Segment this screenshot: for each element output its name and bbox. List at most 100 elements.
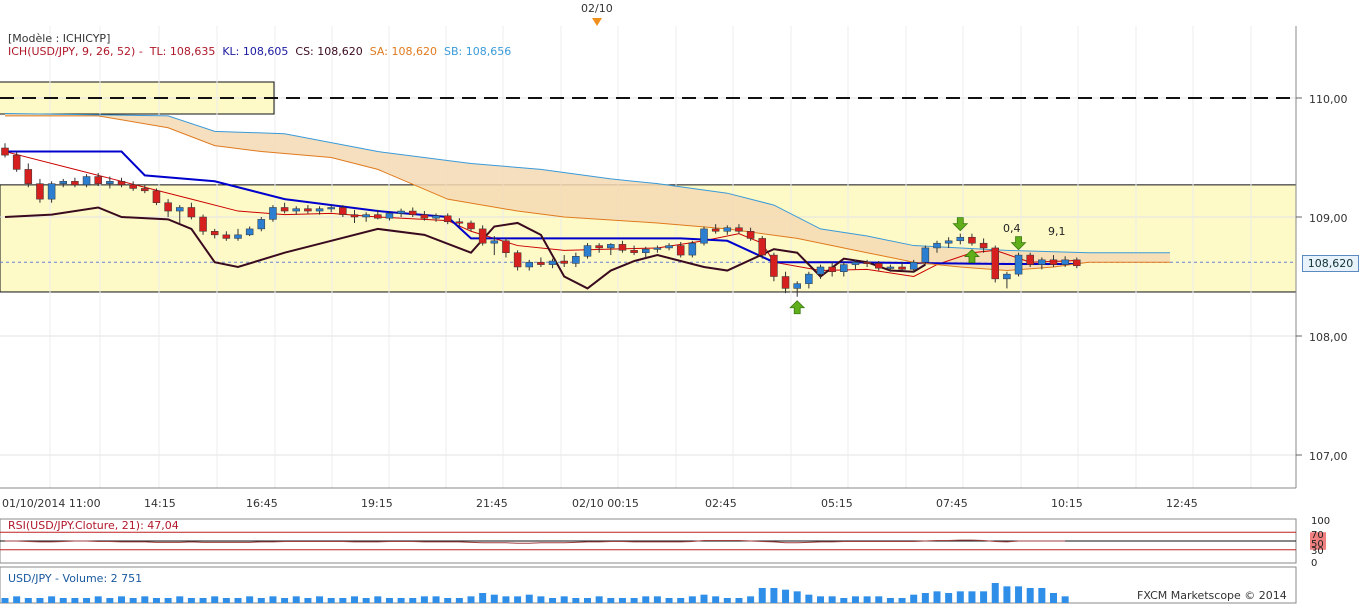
volume-bar [187,598,195,603]
volume-bar [385,598,393,603]
candle [304,208,312,212]
candle [572,256,580,264]
top-date-marker: 02/10 [581,2,613,15]
volume-bar [595,596,603,603]
y-tick-label: 108,00 [1309,331,1348,344]
volume-bar [828,596,836,603]
candle [723,227,732,232]
volume-bar [665,598,673,603]
x-tick-label: 02/10 00:15 [572,497,639,510]
candle [71,181,79,186]
volume-bar [13,596,21,603]
candle [222,234,231,239]
date-marker-arrow-icon[interactable] [592,18,602,26]
candle [1073,259,1081,267]
candle [490,240,499,244]
candle [187,207,196,218]
candle [676,245,685,256]
candle [607,244,615,249]
candle [537,261,545,265]
candle [47,183,56,200]
x-tick-label: 16:45 [246,497,278,510]
candle [979,242,988,249]
candle [618,244,627,251]
volume-bar [304,598,312,603]
volume-bar [362,598,370,603]
candle [735,227,743,232]
volume-bar [327,598,335,603]
volume-bar [525,594,533,603]
volume-bar [129,598,137,603]
rsi-tick-label: 100 [1311,516,1331,527]
candle [443,215,452,223]
signal-arrow-up-icon [963,248,980,263]
candle [944,240,953,244]
candle [653,247,662,250]
volume-bar [747,596,755,603]
signal-arrow-down-icon [1010,236,1027,251]
legend-sb: SB: 108,656 [443,45,512,58]
candle [176,207,184,212]
candle [525,261,533,268]
signal-label: 0,4 [1003,222,1021,235]
x-tick-label: 19:15 [361,497,393,510]
volume-bar [502,596,510,603]
candle [117,181,126,186]
volume-bar [653,596,661,603]
rsi-tick-label: 70 [1311,530,1324,541]
volume-bar [910,594,918,603]
volume-bar [642,596,650,603]
model-label: [Modèle : ICHICYP] [8,32,111,45]
volume-bar [118,596,125,603]
candle [688,242,697,256]
volume-bar [24,598,32,603]
volume-bar [758,588,766,603]
candle [269,207,277,220]
volume-bar [48,596,56,603]
current-price-label: 108,620 [1302,255,1359,272]
volume-bar [141,596,149,603]
volume-bar [851,596,859,603]
candle [420,214,429,219]
candle [1026,254,1034,265]
candle [560,260,568,264]
x-tick-label: 14:15 [144,497,176,510]
candle [141,188,149,192]
x-tick-label: 01/10/2014 11:00 [2,497,101,510]
candle [642,248,650,253]
volume-bar [991,583,999,603]
candle [362,214,370,218]
candle [933,242,941,249]
x-tick-label: 07:45 [936,497,968,510]
x-tick-label: 12:45 [1166,497,1198,510]
volume-bar [222,598,230,603]
volume-bar [36,598,44,603]
candle [898,266,906,270]
candle [432,215,440,219]
volume-bar [886,598,894,603]
volume-bar [840,598,848,603]
candle [968,236,976,244]
volume-bar [94,596,102,603]
volume-bar [479,593,487,603]
volume-bar [817,596,824,603]
candle [548,260,557,265]
volume-bar [199,598,207,603]
volume-bar [351,596,358,603]
candle [199,216,207,232]
volume-bar [420,596,428,603]
legend-cs: CS: 108,620 [295,45,363,58]
volume-bar [292,596,300,603]
rsi-tick-label: 30 [1311,546,1324,557]
candle [245,228,254,236]
volume-bar [152,598,160,603]
line-sa [5,115,1170,272]
candle [513,252,522,268]
volume-bar [59,598,67,603]
x-tick-label: 21:45 [476,497,508,510]
volume-bar [863,596,871,603]
volume-bar [176,596,184,603]
candle [840,264,848,272]
candle [711,228,720,232]
line-kl [5,150,1077,266]
